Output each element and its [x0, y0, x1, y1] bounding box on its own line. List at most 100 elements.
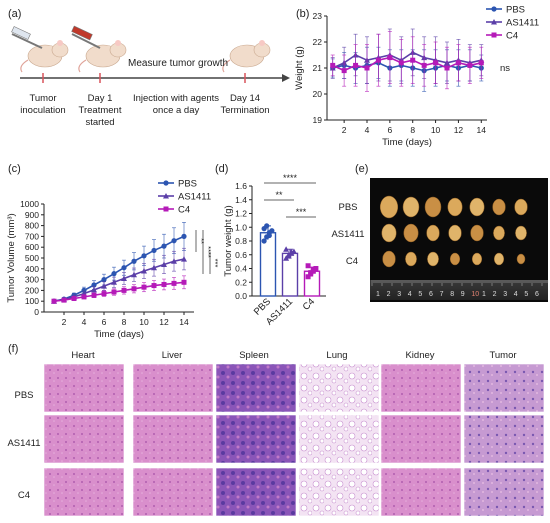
ruler-digit: 10 [471, 291, 479, 298]
data-point [91, 286, 97, 293]
x-tick-label: 4 [365, 125, 370, 135]
ruler-digit: 1 [482, 291, 486, 298]
step-2-line2: Treatment [79, 105, 122, 116]
data-point [161, 243, 167, 249]
y-tick-label: 200 [25, 285, 39, 295]
data-point [375, 57, 381, 63]
photo-row-label-pbs: PBS [338, 202, 357, 213]
ruler-digit: 6 [429, 291, 433, 298]
tumor-specimen [471, 252, 483, 266]
y-tick-label: 0.4 [235, 264, 247, 274]
ruler-digit: 4 [514, 291, 518, 298]
tumor-specimen [403, 223, 419, 243]
y-tick-label: 600 [25, 242, 39, 252]
data-point [151, 264, 157, 271]
tumor-specimen [449, 252, 461, 266]
panel-label-c: (c) [8, 163, 21, 175]
x-tick-label: 8 [410, 125, 415, 135]
mouse-illustration-3 [222, 40, 271, 73]
data-point [141, 284, 147, 290]
y-tick-label: 1.2 [235, 209, 247, 219]
significance-label: ** [197, 238, 206, 244]
tumor-specimen [447, 197, 463, 217]
data-point [151, 283, 157, 289]
ruler-digit: 7 [440, 291, 444, 298]
tumor-specimen [381, 223, 397, 243]
y-tick-label: 1.6 [235, 181, 247, 191]
panel-label-e: (e) [355, 163, 368, 175]
step-2-line3: started [85, 117, 114, 128]
y-tick-label: 19 [313, 115, 323, 125]
tumor-specimen [470, 224, 484, 242]
data-point [171, 238, 177, 244]
y-tick-label: 400 [25, 264, 39, 274]
tumor-specimen [379, 195, 399, 219]
x-tick-label: 14 [179, 317, 189, 327]
histology-row-c4: C4 [18, 490, 30, 501]
mouse-illustration-2 [71, 25, 127, 73]
ruler-digit: 6 [535, 291, 539, 298]
legend-marker [491, 19, 497, 25]
data-point [467, 62, 473, 68]
x-axis-label: Time (days) [94, 329, 144, 340]
y-tick-label: 20 [313, 89, 323, 99]
ruler-digit: 9 [461, 291, 465, 298]
data-point [81, 294, 87, 300]
data-point [181, 233, 187, 239]
data-point [131, 258, 137, 264]
x-tick-label: 8 [122, 317, 127, 327]
data-point [410, 57, 416, 63]
legend-label: PBS [506, 5, 525, 16]
histology-grid: Heart Liver Spleen Lung Kidney Tumor PBS… [7, 350, 545, 517]
tumor-specimen [469, 197, 485, 217]
data-point [141, 253, 147, 259]
panel-label-d: (d) [215, 163, 228, 175]
photo-row-label-as1411: AS1411 [331, 229, 364, 240]
significance-label: *** [296, 207, 307, 217]
y-tick-label: 700 [25, 231, 39, 241]
histology-tile-spleen-c4 [215, 467, 297, 517]
ruler-digit: 1 [376, 291, 380, 298]
tumor-specimen [382, 250, 396, 268]
y-tick-label: 1.0 [235, 222, 247, 232]
data-point [101, 277, 107, 283]
ruler-digit: 2 [493, 291, 497, 298]
x-tick-label: 2 [342, 125, 347, 135]
y-axis-label: Tumor Volume (mm³) [6, 213, 17, 302]
mouse-illustration-1 [11, 26, 69, 73]
histology-tile-kidney-pbs [380, 363, 462, 413]
x-tick-label: C4 [301, 296, 317, 312]
tumor-specimen [516, 253, 526, 265]
legend-marker [163, 193, 169, 199]
photo-row-label-c4: C4 [346, 256, 358, 267]
x-axis-label: Time (days) [382, 137, 432, 148]
tumor-specimen [424, 196, 442, 218]
step-1-line1: Tumor [29, 93, 56, 104]
data-point [305, 274, 311, 280]
ruler-digit: 5 [524, 291, 528, 298]
y-tick-label: 21 [313, 63, 323, 73]
tumor-specimen [493, 252, 505, 266]
data-point [341, 68, 347, 74]
legend-label: C4 [178, 205, 190, 216]
data-point [313, 266, 319, 271]
histology-tile-heart-pbs [43, 363, 125, 413]
data-point [131, 286, 137, 292]
data-point [141, 267, 147, 274]
data-point [398, 60, 404, 66]
x-tick-label: 2 [62, 317, 67, 327]
histology-tile-lung-c4 [298, 467, 380, 517]
data-point [387, 55, 393, 61]
y-tick-label: 0.6 [235, 250, 247, 260]
y-tick-label: 0.0 [235, 291, 247, 301]
histology-col-tumor: Tumor [489, 350, 516, 361]
histology-col-lung: Lung [326, 350, 347, 361]
x-tick-label: 6 [387, 125, 392, 135]
legend-marker [163, 180, 169, 186]
panel-label-a: (a) [8, 8, 21, 20]
y-tick-label: 0 [34, 307, 39, 317]
panel-label-b: (b) [296, 8, 309, 20]
data-point [310, 267, 316, 273]
tumor-specimen [514, 198, 528, 216]
ruler-digit: 3 [503, 291, 507, 298]
